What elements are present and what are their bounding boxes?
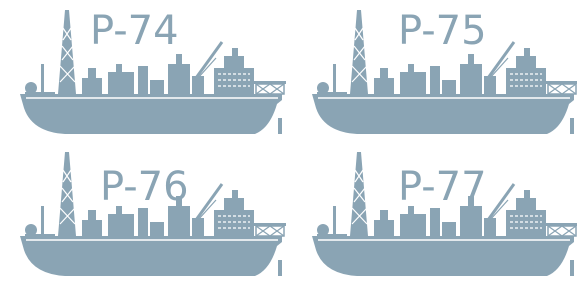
unit-label: P-76 bbox=[100, 164, 189, 210]
unit-label: P-75 bbox=[398, 8, 487, 54]
unit-label: P-77 bbox=[398, 164, 487, 210]
fleet-illustration: P-74 P-75 P-76 P-77 bbox=[0, 0, 577, 284]
unit-label: P-74 bbox=[90, 8, 179, 54]
